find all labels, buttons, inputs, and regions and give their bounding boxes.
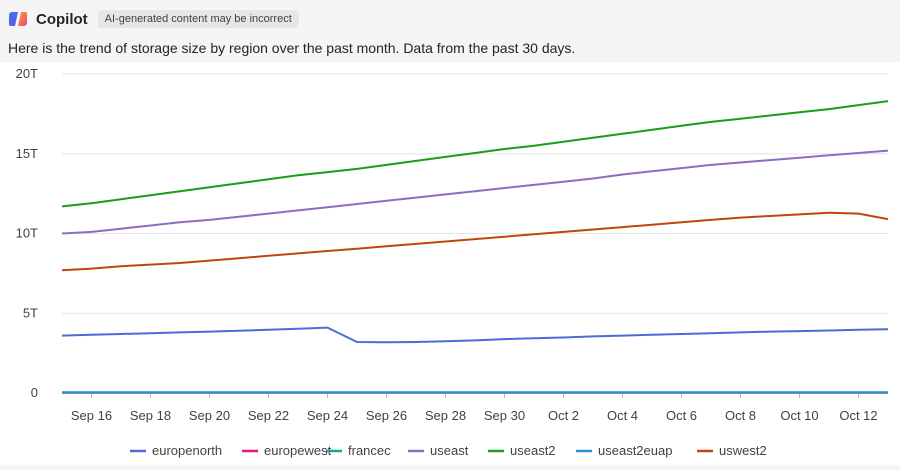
x-tick-label: Sep 20 — [189, 408, 230, 423]
x-tick-label: Sep 30 — [484, 408, 525, 423]
header: Copilot AI-generated content may be inco… — [8, 8, 299, 30]
series-line-europenorth[interactable] — [61, 326, 889, 344]
legend-item-useast2[interactable]: useast2 — [488, 443, 556, 458]
y-tick-label: 15T — [16, 146, 38, 161]
legend-label: useast — [430, 443, 469, 458]
legend-label: francec — [348, 443, 391, 458]
chart-legend: europenorth europewest francec useast useast… — [130, 443, 767, 458]
legend-item-uswest2[interactable]: uswest2 — [697, 443, 767, 458]
x-tick-label: Sep 22 — [248, 408, 289, 423]
x-tick-label: Sep 28 — [425, 408, 466, 423]
x-tick-label: Sep 16 — [71, 408, 112, 423]
series-line-uswest2[interactable] — [61, 211, 889, 272]
legend-label: europenorth — [152, 443, 222, 458]
legend-label: uswest2 — [719, 443, 767, 458]
x-tick-label: Oct 2 — [548, 408, 579, 423]
y-axis: 0 5T 10T 15T 20T — [16, 66, 38, 400]
app-name: Copilot — [36, 10, 88, 28]
x-tick-label: Oct 12 — [839, 408, 877, 423]
y-tick-label: 5T — [23, 305, 38, 320]
x-tick-label: Sep 26 — [366, 408, 407, 423]
y-tick-label: 20T — [16, 66, 38, 81]
legend-item-francec[interactable]: francec — [326, 443, 391, 458]
chart-card: 0 5T 10T 15T 20T Sep 16 Sep 18 Sep 20 Sep 22 Sep… — [0, 62, 900, 465]
series-line-useast2[interactable] — [61, 100, 889, 208]
chart-series-lines — [61, 100, 889, 394]
assistant-message: Here is the trend of storage size by reg… — [8, 40, 576, 56]
y-tick-label: 10T — [16, 226, 38, 241]
x-axis: Sep 16 Sep 18 Sep 20 Sep 22 Sep 24 Sep 26 Sep … — [71, 393, 878, 423]
x-tick-label: Oct 4 — [607, 408, 638, 423]
legend-label: europewest — [264, 443, 332, 458]
x-tick-label: Oct 6 — [666, 408, 697, 423]
copilot-logo-icon — [9, 12, 27, 26]
legend-label: useast2euap — [598, 443, 672, 458]
legend-item-useast2euap[interactable]: useast2euap — [576, 443, 672, 458]
x-tick-label: Oct 8 — [725, 408, 756, 423]
x-tick-label: Oct 10 — [780, 408, 818, 423]
legend-item-useast[interactable]: useast — [408, 443, 469, 458]
legend-item-europenorth[interactable]: europenorth — [130, 443, 222, 458]
legend-item-europewest[interactable]: europewest — [242, 443, 332, 458]
x-tick-label: Sep 24 — [307, 408, 348, 423]
y-tick-label: 0 — [31, 385, 38, 400]
ai-disclaimer-badge: AI-generated content may be incorrect — [97, 10, 299, 28]
legend-label: useast2 — [510, 443, 556, 458]
chart-gridlines — [62, 73, 888, 394]
series-line-useast[interactable] — [61, 149, 889, 235]
x-tick-label: Sep 18 — [130, 408, 171, 423]
